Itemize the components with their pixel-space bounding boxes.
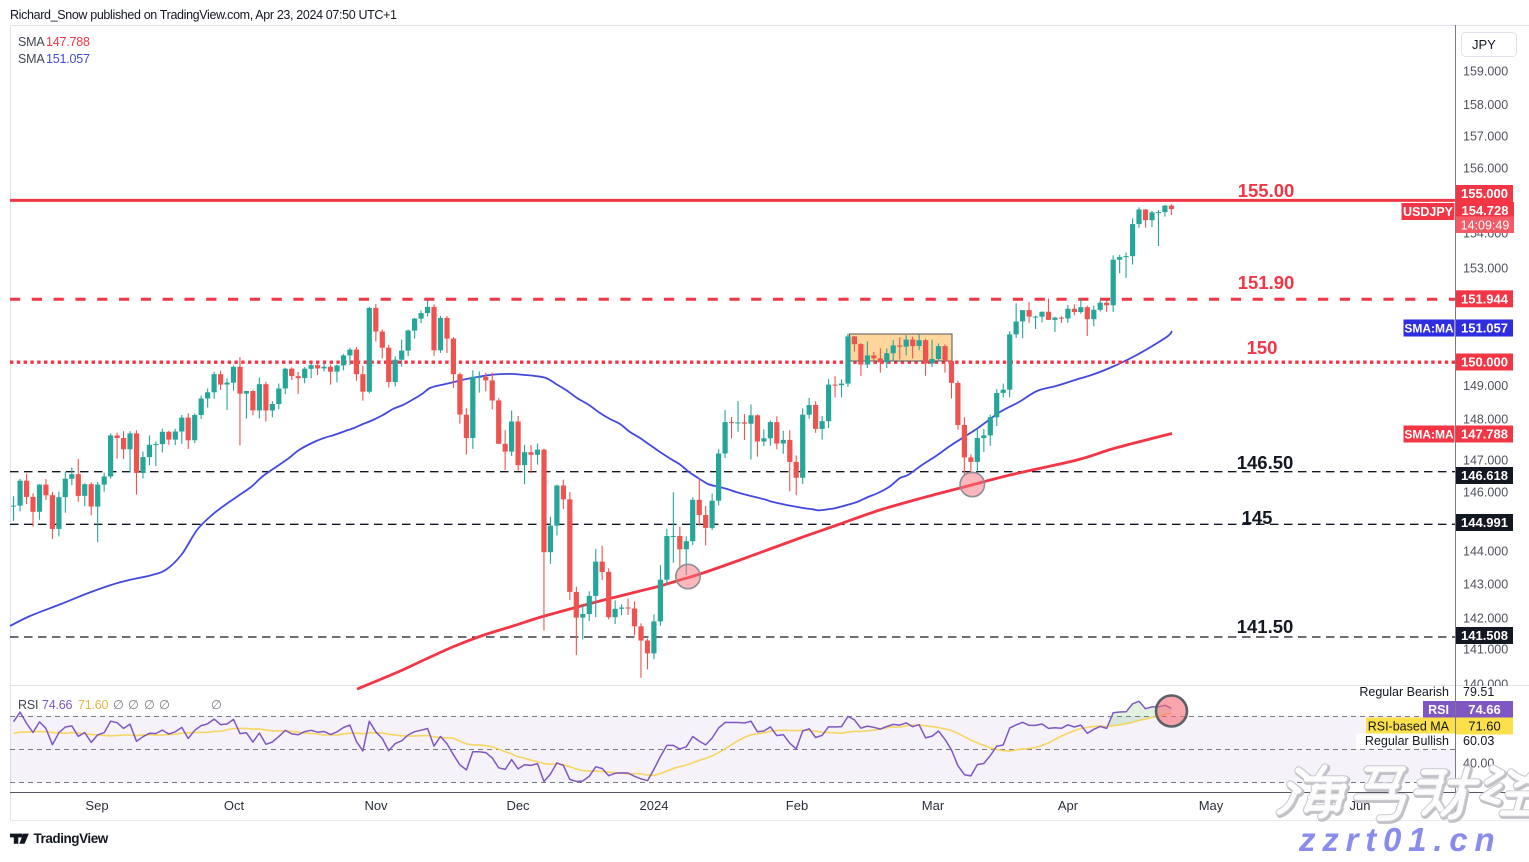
svg-text:151.944: 151.944 <box>1461 291 1509 306</box>
svg-text:Feb: Feb <box>786 798 808 813</box>
svg-text:74.66: 74.66 <box>42 698 73 712</box>
svg-text:SMA:MA: SMA:MA <box>1404 428 1454 442</box>
svg-text:145: 145 <box>1242 507 1273 528</box>
svg-text:Sep: Sep <box>85 798 108 813</box>
svg-text:147.000: 147.000 <box>1463 454 1508 468</box>
svg-text:147.788: 147.788 <box>1461 427 1508 442</box>
svg-text:RSI: RSI <box>18 698 38 712</box>
svg-text:142.000: 142.000 <box>1463 612 1508 626</box>
svg-text:Oct: Oct <box>224 798 245 813</box>
svg-text:144.000: 144.000 <box>1463 545 1508 559</box>
svg-text:150: 150 <box>1247 337 1278 358</box>
svg-text:141.50: 141.50 <box>1237 616 1294 637</box>
svg-text:146.50: 146.50 <box>1237 452 1294 473</box>
svg-text:151.057: 151.057 <box>1461 321 1508 336</box>
svg-text:JPY: JPY <box>1472 37 1496 52</box>
svg-text:159.000: 159.000 <box>1463 65 1508 79</box>
svg-text:151.90: 151.90 <box>1238 272 1295 293</box>
svg-text:71.60: 71.60 <box>1468 719 1501 734</box>
svg-text:RSI-based MA: RSI-based MA <box>1368 720 1450 734</box>
svg-text:155.000: 155.000 <box>1461 186 1508 201</box>
svg-text:SMA:MA: SMA:MA <box>1404 322 1454 336</box>
svg-text:146.618: 146.618 <box>1461 468 1508 483</box>
svg-text:RSI: RSI <box>1428 703 1449 717</box>
svg-text:143.000: 143.000 <box>1463 578 1508 592</box>
svg-text:144.991: 144.991 <box>1461 515 1508 530</box>
svg-text:155.00: 155.00 <box>1238 180 1295 201</box>
svg-text:Richard_Snow published on Trad: Richard_Snow published on TradingView.co… <box>10 8 397 22</box>
svg-text:Nov: Nov <box>364 798 388 813</box>
svg-text:Regular Bearish: Regular Bearish <box>1359 685 1449 699</box>
svg-text:79.51: 79.51 <box>1463 685 1494 699</box>
svg-text:156.000: 156.000 <box>1463 162 1508 176</box>
svg-text:153.000: 153.000 <box>1463 262 1508 276</box>
svg-text:141.000: 141.000 <box>1463 643 1508 657</box>
svg-text:TradingView: TradingView <box>34 831 109 846</box>
svg-text:74.66: 74.66 <box>1468 702 1501 717</box>
svg-text:148.000: 148.000 <box>1463 413 1508 427</box>
svg-text:14:09:49: 14:09:49 <box>1461 219 1510 233</box>
svg-text:157.000: 157.000 <box>1463 130 1508 144</box>
svg-text:Mar: Mar <box>922 798 945 813</box>
svg-text:May: May <box>1199 798 1224 813</box>
svg-text:∅: ∅ <box>144 698 155 712</box>
svg-text:151.057: 151.057 <box>46 52 90 66</box>
svg-text:Dec: Dec <box>506 798 530 813</box>
svg-text:154.728: 154.728 <box>1462 203 1509 218</box>
svg-text:141.508: 141.508 <box>1461 628 1508 643</box>
svg-text:zzrt01.cn: zzrt01.cn <box>1298 821 1501 857</box>
svg-text:158.000: 158.000 <box>1463 98 1508 112</box>
svg-text:SMA: SMA <box>18 35 45 49</box>
svg-text:Regular Bullish: Regular Bullish <box>1365 734 1449 748</box>
svg-text:149.000: 149.000 <box>1463 379 1508 393</box>
svg-text:60.03: 60.03 <box>1463 734 1494 748</box>
svg-text:∅: ∅ <box>113 698 124 712</box>
svg-text:2024: 2024 <box>640 798 669 813</box>
svg-text:147.788: 147.788 <box>46 35 90 49</box>
svg-text:Apr: Apr <box>1058 798 1079 813</box>
svg-text:SMA: SMA <box>18 52 45 66</box>
svg-text:∅: ∅ <box>211 698 222 712</box>
svg-text:71.60: 71.60 <box>78 698 109 712</box>
svg-text:∅: ∅ <box>159 698 170 712</box>
svg-text:146.000: 146.000 <box>1463 486 1508 500</box>
svg-text:150.000: 150.000 <box>1461 355 1508 370</box>
svg-text:∅: ∅ <box>128 698 139 712</box>
svg-text:USDJPY: USDJPY <box>1403 205 1454 219</box>
